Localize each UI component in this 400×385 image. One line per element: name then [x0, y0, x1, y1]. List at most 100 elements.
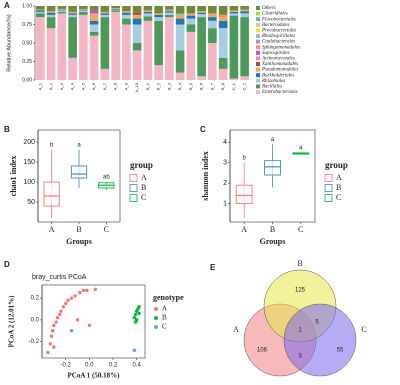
legend-label: B [336, 183, 341, 192]
legend-label: Actinomycetales [261, 57, 295, 62]
x-tick-label: C_1 [231, 82, 236, 90]
region-count: 3 [298, 354, 302, 360]
venn-set [283, 303, 357, 377]
legend-label: A [336, 173, 342, 182]
bar-segment [240, 6, 249, 10]
legend-swatch [256, 45, 260, 50]
bar-segment [132, 12, 142, 15]
legend-label: Rhizobiales [261, 79, 285, 84]
legend-swatch [324, 184, 333, 192]
bar-segment [186, 6, 196, 14]
x-tick-label: B [76, 225, 81, 234]
bar-segment [89, 13, 99, 21]
bar-segment [240, 11, 249, 14]
bar-segment [154, 17, 163, 21]
bar-segment [240, 13, 249, 18]
bar-segment [154, 14, 163, 18]
bar-segment [197, 17, 206, 77]
point [133, 312, 138, 317]
bar-segment [46, 28, 56, 80]
bar-segment [46, 12, 56, 15]
panel-letter: E [210, 263, 216, 272]
bar-segment [218, 57, 228, 69]
point [52, 345, 56, 349]
legend-swatch [154, 325, 158, 329]
x-tick-label: B_4 [177, 82, 182, 90]
panel-letter: C [200, 125, 206, 134]
y-tick-label: 0.25 [22, 59, 32, 65]
bar-segment [186, 15, 196, 19]
bar-segment [132, 43, 142, 51]
x-tick-label: B_6 [199, 82, 204, 90]
region-count: 5 [315, 320, 319, 326]
x-tick-label: B_2 [156, 82, 161, 90]
bar-segment [132, 18, 142, 25]
legend-swatch [129, 194, 138, 202]
significance-letter: b [50, 143, 54, 149]
bar-segment [229, 78, 239, 80]
legend-label: Saprospirales [262, 51, 290, 56]
x-tick-label: B_1 [145, 82, 150, 90]
bar-segment [218, 14, 228, 18]
bar-segment [79, 8, 88, 10]
bar-segment [208, 17, 217, 21]
point [50, 329, 55, 333]
bar-segment [46, 11, 56, 13]
bar-segment [46, 14, 56, 18]
bar-segment [100, 17, 110, 69]
bar-segment [240, 17, 249, 77]
legend-title: genotype [153, 293, 184, 302]
bar-segment [208, 28, 217, 43]
y-tick-label: 0.0 [31, 317, 40, 323]
bar-segment [143, 10, 153, 12]
bar-segment [197, 12, 206, 15]
legend-label: Bacillales [262, 85, 282, 90]
bar-segment [36, 11, 45, 14]
point [54, 320, 58, 324]
x-tick-label: B_7 [209, 82, 214, 90]
x-tick-label: A_6 [91, 82, 96, 90]
point [81, 288, 86, 293]
bar-segment [122, 11, 131, 13]
bar-segment [186, 13, 196, 16]
box [264, 160, 281, 176]
legend-swatch [256, 11, 260, 16]
panel-letter: D [4, 260, 10, 269]
legend-label: C [162, 323, 167, 331]
bar-segment [240, 9, 249, 12]
bar-segment [186, 18, 196, 25]
bar-segment [36, 9, 45, 11]
bar-segment [57, 11, 67, 14]
bar-segment [36, 17, 45, 81]
bar-segment [218, 28, 228, 58]
y-tick-label: 1.00 [22, 3, 32, 9]
bar-segment [132, 14, 142, 19]
legend-swatch [256, 73, 260, 78]
bar-segment [111, 10, 120, 12]
bar-segment [186, 31, 196, 80]
legend-label: Enterobacteriales [261, 90, 298, 95]
bar-segment [165, 12, 174, 15]
bar-segment [100, 13, 110, 15]
bar-segment [57, 9, 67, 11]
bar-segment [89, 6, 99, 11]
y-tick-label: 100 [23, 179, 35, 186]
legend-swatch [129, 174, 138, 182]
bar-segment [36, 13, 45, 18]
bar-segment [165, 11, 174, 13]
bar-segment [229, 10, 239, 12]
bar-segment [100, 14, 110, 18]
x-axis-label: PCoA 1 (50.18%) [68, 372, 121, 380]
y-tick-label: 0.00 [22, 77, 32, 83]
box [70, 165, 88, 179]
bar-segment [89, 35, 99, 80]
bar-segment [57, 10, 67, 12]
bar-segment [132, 24, 142, 43]
bar-segment [100, 11, 110, 14]
x-tick-label: C [298, 225, 303, 234]
bar-segment [68, 57, 77, 80]
y-tick-label: 2 [223, 180, 227, 187]
bar-segment [154, 20, 163, 66]
x-tick-label: 0.4 [133, 363, 142, 369]
